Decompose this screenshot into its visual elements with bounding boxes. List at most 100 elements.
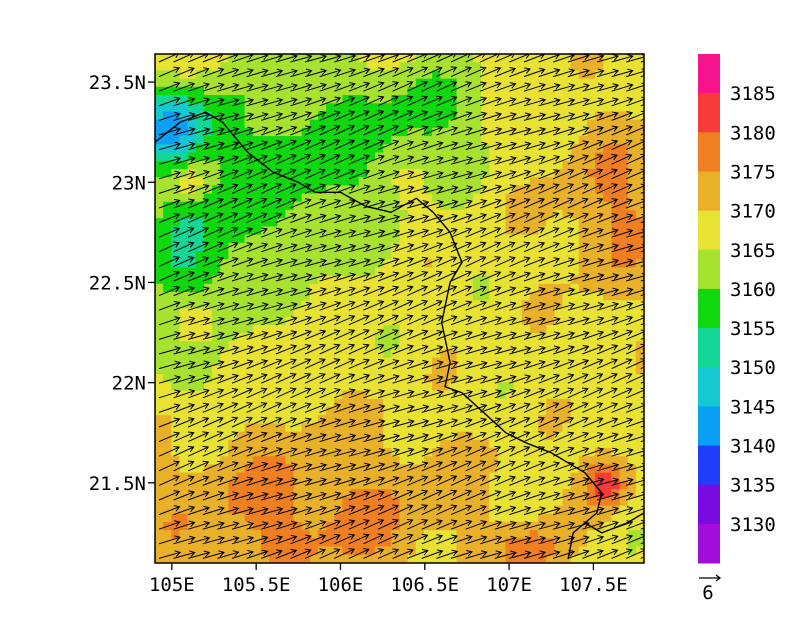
field-cell	[171, 530, 181, 539]
wind-vector	[333, 125, 355, 136]
field-cell	[318, 152, 327, 162]
field-cell	[619, 407, 629, 416]
field-cell	[244, 308, 254, 318]
field-cell	[293, 423, 303, 433]
field-cell	[529, 152, 539, 162]
wind-vector	[465, 97, 487, 107]
field-cell	[595, 95, 604, 104]
field-cell	[195, 513, 205, 523]
field-cell	[513, 365, 523, 375]
field-cell	[187, 324, 197, 334]
field-cell	[472, 308, 482, 318]
field-cell	[472, 218, 482, 227]
field-cell	[407, 234, 417, 244]
field-cell	[546, 423, 555, 433]
field-cell	[489, 259, 498, 269]
field-cell	[448, 480, 458, 490]
field-cell	[358, 185, 368, 195]
field-cell	[603, 407, 612, 416]
wind-vector	[392, 110, 413, 121]
wind-vector-head	[304, 153, 312, 161]
field-cell	[195, 201, 205, 211]
field-cell	[277, 554, 286, 563]
field-cell	[627, 497, 637, 507]
field-cell	[562, 95, 572, 104]
wind-vector-head	[596, 197, 604, 205]
field-cell	[318, 54, 327, 63]
field-cell	[350, 308, 360, 318]
field-cell	[269, 374, 278, 383]
wind-vector	[553, 303, 575, 311]
wind-vector-head	[479, 270, 487, 278]
wind-vector-head	[640, 110, 644, 118]
field-cell	[399, 267, 409, 277]
field-cell	[269, 505, 278, 515]
field-cell	[586, 480, 596, 490]
wind-vector	[523, 84, 546, 92]
field-cell	[252, 177, 262, 186]
field-cell	[505, 456, 515, 466]
wind-vector	[509, 303, 531, 311]
field-cell	[155, 324, 164, 334]
field-cell	[407, 513, 417, 523]
wind-vector	[494, 113, 517, 121]
field-cell	[293, 209, 303, 219]
field-cell	[415, 275, 425, 285]
wind-vector	[290, 112, 312, 121]
field-cell	[334, 259, 344, 269]
wind-vector	[377, 244, 400, 253]
wind-vector	[465, 271, 486, 282]
field-cell	[505, 177, 515, 186]
wind-vector	[582, 229, 604, 238]
field-cell	[236, 538, 246, 548]
wind-vector	[275, 183, 297, 194]
wind-vector-head	[173, 198, 181, 206]
field-cell	[481, 497, 490, 507]
wind-vector-head	[334, 272, 342, 280]
field-cell	[342, 119, 352, 129]
field-cell	[586, 103, 596, 113]
wind-vector	[611, 288, 633, 297]
field-cell	[163, 505, 172, 515]
field-cell	[383, 218, 392, 227]
field-cell	[538, 439, 547, 449]
field-cell	[586, 209, 596, 219]
field-cell	[155, 407, 164, 416]
wind-vector	[480, 98, 502, 107]
field-cell	[472, 209, 482, 219]
field-cell	[220, 464, 229, 474]
field-cell	[269, 439, 278, 449]
field-cell	[195, 439, 205, 449]
field-cell	[342, 423, 352, 433]
field-cell	[383, 407, 392, 416]
field-cell	[171, 62, 181, 72]
field-cell	[309, 78, 319, 88]
field-cell	[489, 423, 498, 433]
wind-vector	[202, 318, 225, 326]
wind-vector	[465, 186, 487, 194]
field-cell	[529, 300, 539, 310]
field-cell	[415, 398, 425, 408]
wind-vector-head	[568, 126, 576, 134]
field-cell	[635, 374, 644, 383]
wind-vector-head	[203, 82, 210, 89]
field-cell	[489, 292, 498, 301]
wind-vector	[334, 245, 356, 253]
wind-vector	[261, 289, 283, 297]
field-cell	[318, 234, 327, 244]
field-cell	[472, 152, 482, 162]
field-cell	[423, 308, 433, 318]
wind-vector	[202, 227, 224, 238]
wind-vector-head	[218, 141, 225, 148]
wind-vector-head	[261, 316, 269, 324]
wind-vector-head	[333, 168, 341, 176]
field-cell	[326, 423, 335, 433]
field-cell	[472, 160, 482, 170]
field-cell	[399, 423, 409, 433]
wind-vector-head	[538, 271, 546, 279]
field-cell	[399, 259, 409, 269]
field-cell	[497, 275, 507, 285]
field-cell	[179, 160, 189, 170]
wind-vector-head	[246, 212, 253, 219]
wind-vector	[436, 66, 457, 78]
